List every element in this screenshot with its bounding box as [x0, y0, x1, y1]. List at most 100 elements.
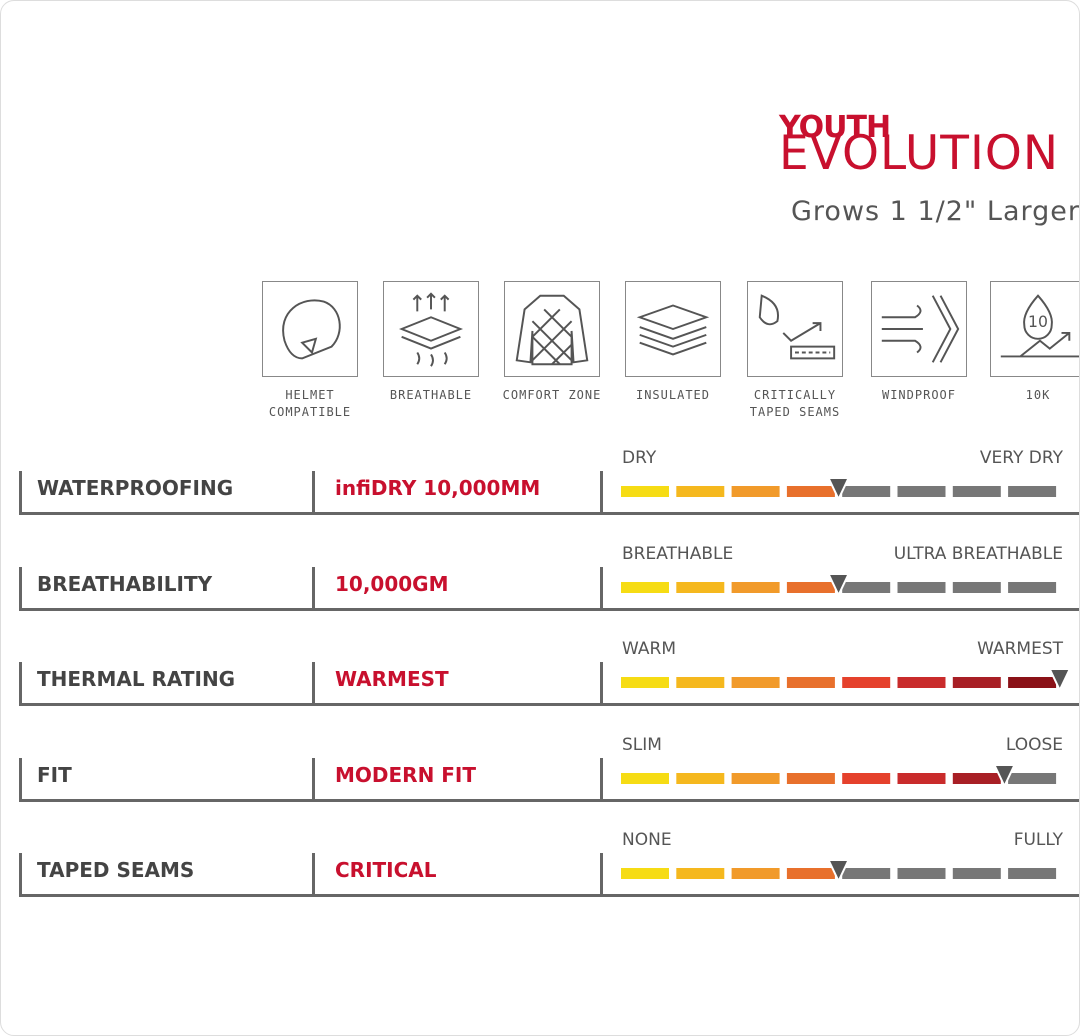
rating-segment — [621, 868, 669, 879]
rating-bar — [621, 668, 1072, 693]
rating-segment — [952, 772, 1001, 784]
icon-label: HELMET COMPATIBLE — [268, 388, 352, 419]
rating-segment — [676, 772, 725, 784]
row-rule — [19, 703, 1079, 706]
rating-segment — [731, 486, 780, 497]
rating-segment — [1008, 677, 1057, 688]
row-value: 10,000GM — [335, 571, 449, 596]
rating-segment — [731, 868, 780, 879]
row-rule — [19, 512, 1079, 515]
row-label: BREATHABILITY — [37, 571, 213, 596]
rating-segment — [842, 486, 891, 497]
row-divider — [19, 662, 22, 704]
icon-comfort — [504, 281, 600, 377]
row-divider — [19, 757, 22, 800]
rating-segment — [897, 868, 946, 879]
scale-low: NONE — [622, 830, 672, 850]
rating-marker — [826, 572, 851, 597]
rating-marker — [1048, 668, 1072, 693]
scale-low: SLIM — [622, 734, 662, 755]
rating-bar — [621, 572, 1057, 597]
rating-segment — [897, 486, 946, 497]
rating-segment — [676, 677, 725, 688]
rating-segment — [1008, 581, 1057, 593]
icon-label: 10K — [1025, 388, 1051, 402]
rating-segment — [1008, 868, 1057, 879]
icon-label: CRITICALLY TAPED SEAMS — [749, 388, 841, 419]
row-rule — [19, 607, 1079, 611]
row-divider — [600, 566, 603, 609]
rating-segment — [676, 868, 725, 879]
rating-segment — [952, 677, 1001, 688]
icon-helmet — [262, 281, 358, 377]
scale-high: VERY DRY — [979, 448, 1063, 468]
rating-segment — [842, 772, 891, 784]
rating-segment — [952, 486, 1001, 497]
rating-segment — [786, 486, 835, 497]
row-label: TAPED SEAMS — [37, 858, 195, 882]
rating-segment — [621, 486, 669, 497]
row-label: WATERPROOFING — [37, 476, 234, 500]
rating-segment — [621, 677, 669, 688]
rating-segment — [676, 486, 725, 497]
rating-segment — [621, 772, 669, 784]
row-label: THERMAL RATING — [37, 667, 236, 691]
row-rule — [19, 894, 1079, 897]
rating-segment — [731, 581, 780, 593]
rating-segment — [786, 677, 835, 688]
scale-high: LOOSE — [1005, 734, 1063, 755]
rating-segment — [1008, 486, 1057, 497]
brand-bottom: EVOLUTION — [779, 126, 1059, 181]
row-divider — [19, 566, 22, 609]
rating-bar — [621, 763, 1057, 788]
row-value: WARMEST — [335, 667, 449, 691]
rating-segment — [731, 677, 780, 688]
row-divider — [312, 757, 315, 800]
rating-segment — [897, 677, 946, 688]
icon-10k: 10 — [990, 281, 1079, 377]
rating-marker — [992, 763, 1017, 788]
icon-label: BREATHABLE — [389, 388, 473, 402]
icon-insulated — [625, 281, 721, 377]
row-value: MODERN FIT — [335, 762, 477, 787]
rating-bar — [621, 859, 1057, 884]
rating-segment — [842, 868, 891, 879]
rating-segment — [786, 772, 835, 784]
scale-low: BREATHABLE — [622, 543, 734, 564]
scale-high: ULTRA BREATHABLE — [893, 543, 1063, 564]
row-divider — [312, 853, 315, 895]
icon-seams — [747, 281, 843, 377]
rating-segment — [676, 581, 725, 593]
icon-windproof — [871, 281, 967, 377]
rating-marker — [826, 477, 851, 502]
rating-segment — [842, 677, 891, 688]
rating-marker — [826, 859, 851, 884]
scale-low: DRY — [622, 448, 657, 468]
rating-segment — [786, 868, 835, 879]
row-divider — [600, 471, 603, 513]
row-divider — [312, 566, 315, 609]
rating-segment — [897, 772, 946, 784]
rating-bar — [621, 477, 1057, 502]
row-value: infiDRY 10,000MM — [335, 476, 541, 500]
rating-segment — [897, 581, 946, 593]
row-divider — [312, 471, 315, 513]
scale-high: WARMEST — [977, 639, 1063, 659]
row-divider — [19, 853, 22, 895]
scale-high: FULLY — [1013, 830, 1063, 850]
icon-label: COMFORT ZONE — [502, 388, 602, 402]
row-divider — [600, 853, 603, 895]
rating-segment — [952, 868, 1001, 879]
rating-segment — [786, 581, 835, 593]
brand-top: YOUTH — [779, 110, 891, 145]
rating-segment — [952, 581, 1001, 593]
icon-label: INSULATED — [635, 388, 711, 402]
rating-segment — [842, 581, 891, 593]
row-divider — [600, 757, 603, 800]
row-value: CRITICAL — [335, 858, 437, 882]
row-divider — [19, 471, 22, 513]
icon-label: WINDPROOF — [881, 388, 957, 402]
rating-segment — [1008, 772, 1057, 784]
row-rule — [19, 798, 1079, 802]
